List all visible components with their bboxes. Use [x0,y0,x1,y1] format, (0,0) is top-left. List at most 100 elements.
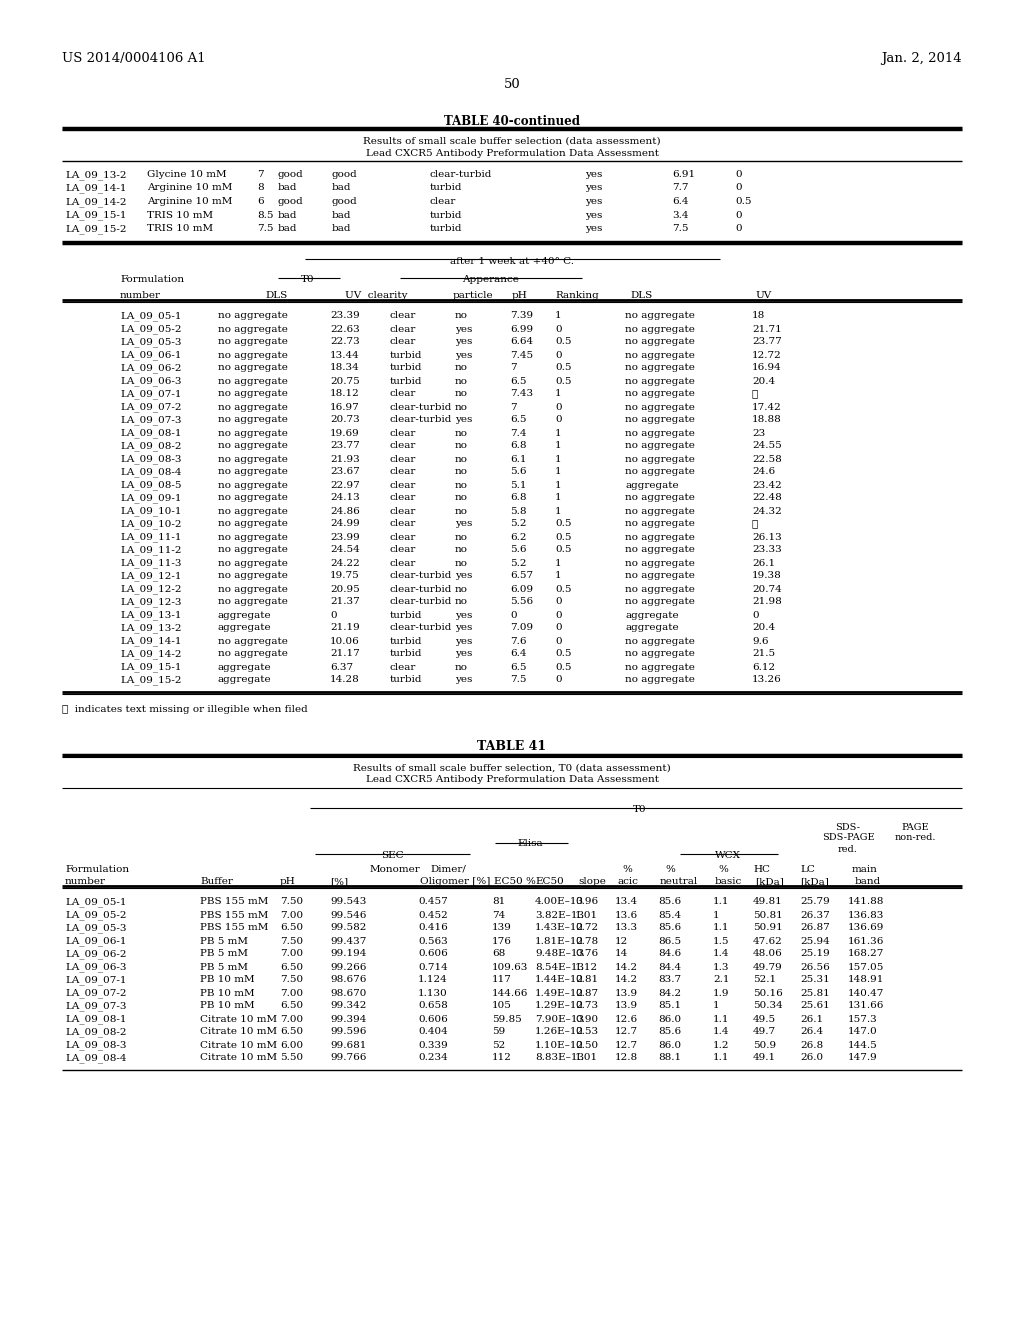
Text: 23: 23 [752,429,765,437]
Text: 22.58: 22.58 [752,454,781,463]
Text: TRIS 10 mM: TRIS 10 mM [147,224,213,234]
Text: yes: yes [455,649,472,659]
Text: 23.67: 23.67 [330,467,359,477]
Text: no: no [455,532,468,541]
Text: 20.4: 20.4 [752,623,775,632]
Text: yes: yes [455,351,472,359]
Text: 14: 14 [615,949,629,958]
Text: 1: 1 [555,441,561,450]
Text: 13.9: 13.9 [615,1002,638,1011]
Text: 6.50: 6.50 [280,962,303,972]
Text: 23.99: 23.99 [330,532,359,541]
Text: 24.54: 24.54 [330,545,359,554]
Text: 0: 0 [555,351,561,359]
Text: no aggregate: no aggregate [625,467,695,477]
Text: 0: 0 [735,183,741,193]
Text: 7.50: 7.50 [280,936,303,945]
Text: 1: 1 [555,389,561,399]
Text: 168.27: 168.27 [848,949,885,958]
Text: 50.81: 50.81 [753,911,782,920]
Text: no aggregate: no aggregate [625,376,695,385]
Text: no aggregate: no aggregate [625,325,695,334]
Text: 26.87: 26.87 [800,924,829,932]
Text: yes: yes [455,416,472,425]
Text: 1.43E–12: 1.43E–12 [535,924,584,932]
Text: 24.22: 24.22 [330,558,359,568]
Text: good: good [278,197,304,206]
Text: 6: 6 [257,197,263,206]
Text: 7.09: 7.09 [510,623,534,632]
Text: Arginine 10 mM: Arginine 10 mM [147,183,232,193]
Text: no aggregate: no aggregate [218,376,288,385]
Text: ⓘ  indicates text missing or illegible when filed: ⓘ indicates text missing or illegible wh… [62,705,308,714]
Text: yes: yes [585,224,602,234]
Text: 117: 117 [492,975,512,985]
Text: LA_09_08-4: LA_09_08-4 [65,1053,127,1063]
Text: turbid: turbid [390,351,423,359]
Text: bad: bad [278,224,298,234]
Text: 23.77: 23.77 [752,338,781,346]
Text: 24.55: 24.55 [752,441,781,450]
Text: 0.50: 0.50 [575,1040,598,1049]
Text: ⓘ: ⓘ [752,520,758,528]
Text: 6.5: 6.5 [510,663,526,672]
Text: 1.4: 1.4 [713,949,729,958]
Text: no: no [455,389,468,399]
Text: 7.00: 7.00 [280,989,303,998]
Text: 7.50: 7.50 [280,975,303,985]
Text: LA_09_07-3: LA_09_07-3 [120,416,181,425]
Text: no aggregate: no aggregate [625,441,695,450]
Text: Elisa: Elisa [517,840,543,849]
Text: 1: 1 [555,454,561,463]
Text: Jan. 2, 2014: Jan. 2, 2014 [882,51,962,65]
Text: no aggregate: no aggregate [218,520,288,528]
Text: EC50 %: EC50 % [494,878,536,887]
Text: clear: clear [390,429,417,437]
Text: clear: clear [390,312,417,321]
Text: no: no [455,558,468,568]
Text: 23.39: 23.39 [330,312,359,321]
Text: yes: yes [455,636,472,645]
Text: 26.1: 26.1 [800,1015,823,1023]
Text: no aggregate: no aggregate [218,441,288,450]
Text: aggregate: aggregate [218,623,271,632]
Text: no aggregate: no aggregate [625,532,695,541]
Text: 21.93: 21.93 [330,454,359,463]
Text: 1.44E–12: 1.44E–12 [535,975,584,985]
Text: no aggregate: no aggregate [218,585,288,594]
Text: 16.94: 16.94 [752,363,781,372]
Text: number: number [120,292,161,301]
Text: 1.4: 1.4 [713,1027,729,1036]
Text: PAGE: PAGE [901,822,929,832]
Text: LA_09_10-2: LA_09_10-2 [120,520,181,529]
Text: yes: yes [585,183,602,193]
Text: 1.26E–12: 1.26E–12 [535,1027,584,1036]
Text: LA_09_14-1: LA_09_14-1 [120,636,181,647]
Text: 0.606: 0.606 [418,949,447,958]
Text: aggregate: aggregate [625,623,679,632]
Text: %: % [622,865,632,874]
Text: no: no [455,507,468,516]
Text: 0.5: 0.5 [735,197,752,206]
Text: 0.234: 0.234 [418,1053,447,1063]
Text: 6.2: 6.2 [510,532,526,541]
Text: 88.1: 88.1 [658,1053,681,1063]
Text: 1.1: 1.1 [713,898,729,907]
Text: 50.34: 50.34 [753,1002,782,1011]
Text: 24.13: 24.13 [330,494,359,503]
Text: basic: basic [715,878,742,887]
Text: no aggregate: no aggregate [625,454,695,463]
Text: no aggregate: no aggregate [625,572,695,581]
Text: 49.79: 49.79 [753,962,782,972]
Text: 1.10E–12: 1.10E–12 [535,1040,584,1049]
Text: yes: yes [585,210,602,219]
Text: no aggregate: no aggregate [625,663,695,672]
Text: 59.85: 59.85 [492,1015,522,1023]
Text: turbid: turbid [390,649,423,659]
Text: 5.56: 5.56 [510,598,534,606]
Text: 0: 0 [555,325,561,334]
Text: 136.83: 136.83 [848,911,885,920]
Text: no: no [455,363,468,372]
Text: LA_09_12-1: LA_09_12-1 [120,572,181,581]
Text: Formulation: Formulation [65,865,129,874]
